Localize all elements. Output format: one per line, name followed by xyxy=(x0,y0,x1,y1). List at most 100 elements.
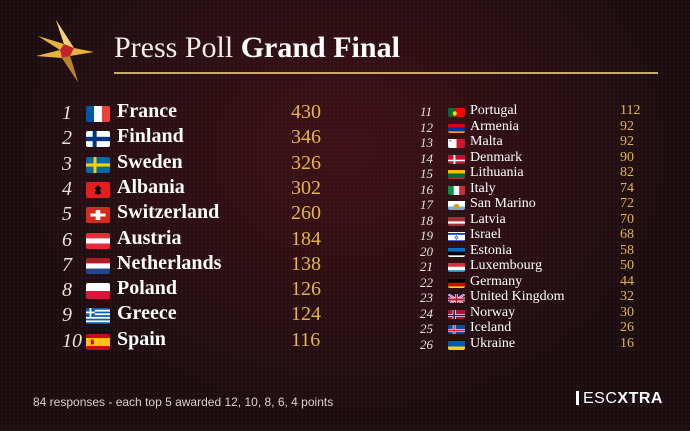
rank-number: 8 xyxy=(62,279,72,302)
latvia-flag-icon xyxy=(448,215,465,226)
ranking-list-top10: 1 France 430 2 Finland 346 3 Sweden 326 4 Albania 3… xyxy=(62,100,362,357)
rank-number: 15 xyxy=(420,166,433,181)
estonia-flag-icon xyxy=(448,246,465,257)
country-name: Finland xyxy=(117,125,184,148)
country-name: Estonia xyxy=(470,242,512,258)
ranking-row: 16 Italy 74 xyxy=(420,180,660,198)
ranking-row: 14 Denmark 90 xyxy=(420,149,660,167)
points-value: 184 xyxy=(291,227,321,250)
rank-number: 12 xyxy=(420,119,433,135)
country-name: Ukraine xyxy=(470,335,516,351)
country-name: Austria xyxy=(117,226,182,249)
ranking-row: 20 Estonia 58 xyxy=(420,242,660,260)
points-value: 16 xyxy=(620,335,634,351)
rank-number: 20 xyxy=(420,243,433,259)
rank-number: 14 xyxy=(420,150,433,166)
ranking-row: 11 Portugal 112 xyxy=(420,103,660,120)
norway-flag-icon xyxy=(448,308,465,319)
ranking-row: 8 Poland 126 xyxy=(62,277,362,304)
country-name: San Marino xyxy=(470,196,536,211)
points-value: 326 xyxy=(291,151,321,174)
points-value: 50 xyxy=(620,258,634,273)
italy-flag-icon xyxy=(448,184,465,195)
country-name: Germany xyxy=(470,273,523,289)
brand-mark xyxy=(576,391,579,405)
brand-part2: XTRA xyxy=(617,390,663,407)
points-value: 26 xyxy=(620,320,634,335)
ranking-row: 1 France 430 xyxy=(62,100,362,127)
ranking-row: 7 Netherlands 138 xyxy=(62,251,362,279)
points-value: 90 xyxy=(620,149,634,165)
ranking-row: 12 Armenia 92 xyxy=(420,118,660,136)
ranking-row: 15 Lithuania 82 xyxy=(420,165,660,182)
ranking-row: 9 Greece 124 xyxy=(62,302,362,329)
ranking-row: 26 Ukraine 16 xyxy=(420,335,660,353)
united-kingdom-flag-icon xyxy=(448,292,465,303)
rank-number: 23 xyxy=(420,290,433,305)
country-name: Luxembourg xyxy=(470,258,543,273)
country-name: France xyxy=(117,100,177,122)
country-name: Italy xyxy=(470,180,496,196)
points-value: 260 xyxy=(291,202,321,225)
ukraine-flag-icon xyxy=(448,339,465,350)
rank-number: 5 xyxy=(62,203,72,226)
malta-flag-icon xyxy=(448,137,465,148)
country-name: Latvia xyxy=(470,211,506,227)
luxembourg-flag-icon xyxy=(448,261,465,272)
escxtra-brand: ESCXTRA xyxy=(576,390,663,408)
points-value: 74 xyxy=(620,180,634,196)
finland-flag-icon xyxy=(86,131,110,148)
footer-note: 84 responses - each top 5 awarded 12, 10… xyxy=(33,395,334,409)
rank-number: 18 xyxy=(420,212,433,228)
albania-flag-icon xyxy=(86,181,110,198)
country-name: Armenia xyxy=(470,118,519,134)
points-value: 30 xyxy=(620,304,634,320)
country-name: Portugal xyxy=(470,103,518,118)
country-name: Poland xyxy=(117,277,178,300)
ranking-row: 24 Norway 30 xyxy=(420,304,660,322)
rank-number: 21 xyxy=(420,259,433,274)
ranking-row: 4 Albania 302 xyxy=(62,176,362,203)
points-value: 430 xyxy=(291,101,321,123)
san-marino-flag-icon xyxy=(448,199,465,210)
switzerland-flag-icon xyxy=(86,207,110,224)
france-flag-icon xyxy=(86,106,110,122)
points-value: 126 xyxy=(291,278,321,301)
points-value: 112 xyxy=(620,103,641,118)
iceland-flag-icon xyxy=(448,323,465,334)
points-value: 82 xyxy=(620,165,634,180)
germany-flag-icon xyxy=(448,277,465,288)
rank-number: 3 xyxy=(62,152,72,175)
rank-number: 16 xyxy=(420,181,433,197)
brand-part1: ESC xyxy=(583,390,618,407)
lithuania-flag-icon xyxy=(448,168,465,179)
title-divider xyxy=(114,72,658,74)
ranking-row: 2 Finland 346 xyxy=(62,125,362,152)
country-name: Lithuania xyxy=(470,165,524,180)
rank-number: 9 xyxy=(62,304,72,327)
page-title: Press Poll Grand Final xyxy=(114,30,400,66)
austria-flag-icon xyxy=(86,232,110,249)
points-value: 58 xyxy=(620,242,634,258)
ranking-row: 21 Luxembourg 50 xyxy=(420,258,660,275)
rank-number: 22 xyxy=(420,274,433,290)
armenia-flag-icon xyxy=(448,122,465,133)
rank-number: 19 xyxy=(420,228,433,243)
rank-number: 10 xyxy=(62,329,82,352)
points-value: 68 xyxy=(620,227,634,242)
country-name: Netherlands xyxy=(117,251,222,274)
rank-number: 26 xyxy=(420,336,433,352)
israel-flag-icon xyxy=(448,230,465,241)
rank-number: 4 xyxy=(62,177,72,200)
rank-number: 13 xyxy=(420,135,433,150)
title-light: Press Poll xyxy=(114,31,234,64)
denmark-flag-icon xyxy=(448,153,465,164)
points-value: 44 xyxy=(620,273,634,289)
rank-number: 1 xyxy=(62,102,72,124)
points-value: 92 xyxy=(620,118,634,134)
ranking-row: 13 Malta 92 xyxy=(420,134,660,151)
country-name: Greece xyxy=(117,302,177,325)
ranking-row: 6 Austria 184 xyxy=(62,226,362,254)
netherlands-flag-icon xyxy=(86,257,110,274)
country-name: Spain xyxy=(117,327,166,350)
